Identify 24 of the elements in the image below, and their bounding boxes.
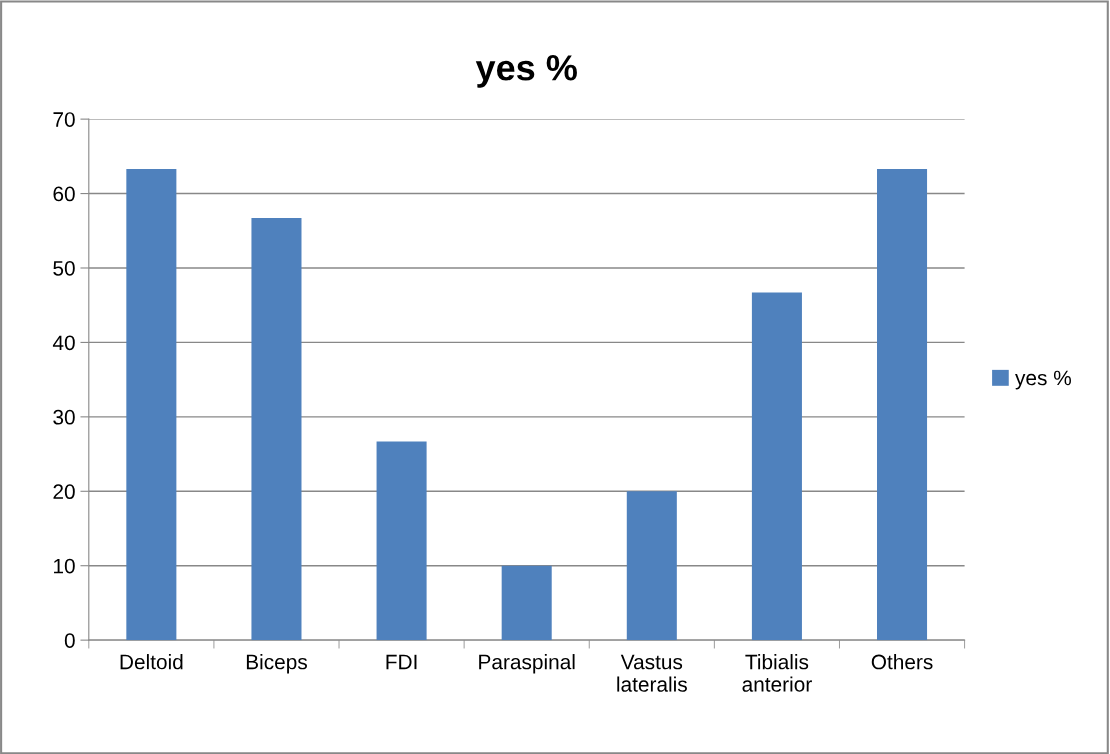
y-tick-label: 60 [53, 186, 75, 202]
x-tick-label: Vastus lateralis [617, 654, 687, 692]
chart-title: yes % [475, 55, 577, 88]
legend-label: yes % [1015, 370, 1072, 390]
y-tick-label: 20 [53, 484, 75, 500]
x-tick-label: Tibialis anterior [742, 654, 812, 692]
y-tick-label: 10 [54, 558, 75, 574]
bar [376, 441, 427, 641]
bar [501, 565, 552, 641]
bar [877, 169, 928, 641]
bar [626, 491, 677, 641]
x-tick-label: Biceps [246, 654, 307, 674]
y-tick-label: 50 [53, 260, 75, 276]
bar [751, 292, 802, 641]
x-tick-label: Deltoid [120, 654, 183, 670]
y-tick-label: 0 [64, 633, 75, 648]
y-tick-label: 40 [52, 335, 75, 351]
bar [251, 218, 302, 641]
y-tick-label: 70 [53, 112, 75, 127]
x-tick-label: Others [871, 654, 933, 670]
x-tick-label: FDI [386, 654, 417, 670]
y-tick-label: 30 [53, 409, 75, 425]
bar [126, 169, 177, 641]
x-tick-label: Paraspinal [479, 654, 575, 674]
